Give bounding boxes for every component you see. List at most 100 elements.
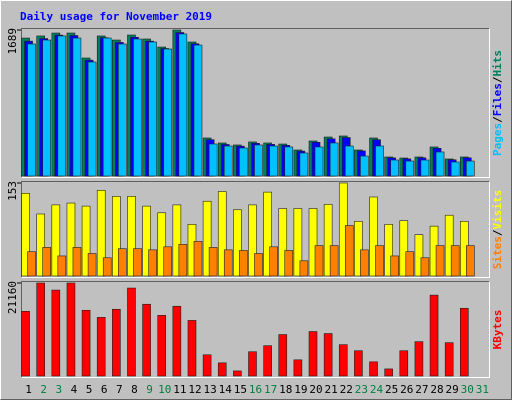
- bar: [263, 191, 272, 277]
- bar: [384, 368, 393, 377]
- bar: [148, 41, 157, 177]
- x-tick-label: 25: [385, 383, 398, 396]
- x-tick-label: 30: [461, 383, 474, 396]
- bar: [384, 224, 393, 277]
- x-tick-label: 27: [415, 383, 428, 396]
- bar: [299, 152, 309, 177]
- bar: [354, 220, 363, 277]
- x-tick-label: 31: [476, 383, 489, 396]
- bar: [157, 315, 167, 377]
- bar: [178, 33, 188, 177]
- x-tick-label: 12: [188, 383, 201, 396]
- x-tick-label: 6: [101, 383, 108, 396]
- bar: [66, 202, 76, 277]
- x-tick-label: 7: [116, 383, 123, 396]
- bar: [369, 196, 378, 277]
- bar: [217, 191, 227, 277]
- legend-entry: Visits: [491, 190, 504, 230]
- x-tick-label: 17: [264, 383, 277, 396]
- bar: [202, 354, 212, 377]
- panel-border-light: [21, 281, 490, 378]
- bar: [163, 48, 173, 177]
- bar: [405, 160, 415, 177]
- legend: Sites/Visits: [491, 190, 504, 270]
- bar: [360, 155, 369, 177]
- x-tick-label: 4: [71, 383, 78, 396]
- bar: [239, 147, 248, 177]
- bar: [102, 257, 112, 277]
- x-tick-label: 3: [56, 383, 63, 396]
- bar: [284, 250, 294, 277]
- bar: [57, 255, 67, 277]
- x-tick-label: 22: [340, 383, 353, 396]
- bar: [429, 294, 439, 377]
- bar: [293, 208, 303, 277]
- y-tick-label: 153: [6, 181, 19, 201]
- legend-entry: KBytes: [491, 310, 504, 350]
- legend-entry: Files: [491, 83, 504, 116]
- x-tick-label: 24: [370, 383, 384, 396]
- x-tick-label: 18: [279, 383, 292, 396]
- bar: [81, 309, 91, 377]
- bar: [51, 204, 61, 277]
- x-tick-label: 9: [146, 383, 153, 396]
- bar: [81, 205, 91, 277]
- legend-separator: /: [491, 76, 504, 83]
- bar: [450, 245, 460, 277]
- bar: [314, 146, 324, 177]
- bar: [142, 303, 151, 377]
- bar: [223, 145, 233, 177]
- bar: [127, 287, 136, 377]
- bar: [208, 247, 218, 277]
- bar: [293, 359, 303, 377]
- bar: [254, 253, 263, 277]
- bar: [308, 208, 318, 277]
- bar: [96, 317, 106, 377]
- bar: [284, 146, 294, 177]
- bar: [233, 209, 242, 277]
- bar: [102, 37, 112, 177]
- bar: [329, 142, 339, 177]
- bar: [344, 225, 354, 277]
- bar: [202, 200, 212, 277]
- bar: [323, 333, 333, 377]
- bar: [187, 320, 197, 377]
- bar: [399, 350, 409, 377]
- legend-entry: Hits: [491, 50, 504, 77]
- bar: [263, 345, 272, 377]
- bar: [308, 331, 318, 377]
- bar: [435, 151, 445, 177]
- x-tick-label: 29: [446, 383, 459, 396]
- bar: [51, 289, 61, 377]
- bar: [57, 35, 67, 177]
- bar: [36, 213, 45, 277]
- chart-title: Daily usage for November 2019: [20, 10, 212, 23]
- bar: [118, 43, 127, 177]
- bar: [233, 370, 242, 377]
- x-tick-label: 28: [430, 383, 443, 396]
- legend-entry: Sites: [491, 236, 504, 269]
- legend: Pages/Files/Hits: [491, 50, 504, 156]
- y-tick-label: 21160: [6, 281, 19, 314]
- bar: [239, 250, 248, 277]
- bar: [420, 257, 430, 277]
- x-tick-label: 14: [219, 383, 233, 396]
- bar: [66, 282, 76, 377]
- bar: [172, 305, 182, 377]
- x-tick-label: 26: [400, 383, 413, 396]
- bar: [314, 245, 324, 277]
- bar: [414, 341, 424, 377]
- x-tick-label: 15: [234, 383, 247, 396]
- x-tick-label: 11: [173, 383, 186, 396]
- bar: [36, 282, 45, 377]
- bar: [42, 39, 51, 177]
- bar: [112, 308, 121, 377]
- bar: [338, 344, 348, 377]
- bar: [278, 334, 288, 377]
- bar: [344, 145, 354, 177]
- bar: [360, 249, 369, 277]
- bar: [414, 234, 424, 277]
- bar: [329, 245, 339, 277]
- bar: [208, 143, 218, 177]
- bar: [466, 160, 475, 177]
